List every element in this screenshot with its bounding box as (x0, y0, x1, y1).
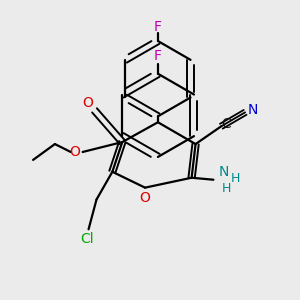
Text: F: F (154, 49, 162, 63)
Text: N: N (248, 103, 258, 117)
Text: O: O (69, 145, 80, 159)
Text: Cl: Cl (80, 232, 93, 246)
Text: H: H (222, 182, 231, 195)
Text: N: N (218, 165, 229, 179)
Text: O: O (82, 96, 93, 110)
Text: F: F (154, 20, 162, 34)
Text: H: H (230, 172, 240, 185)
Text: O: O (140, 190, 151, 205)
Text: C: C (221, 117, 231, 131)
